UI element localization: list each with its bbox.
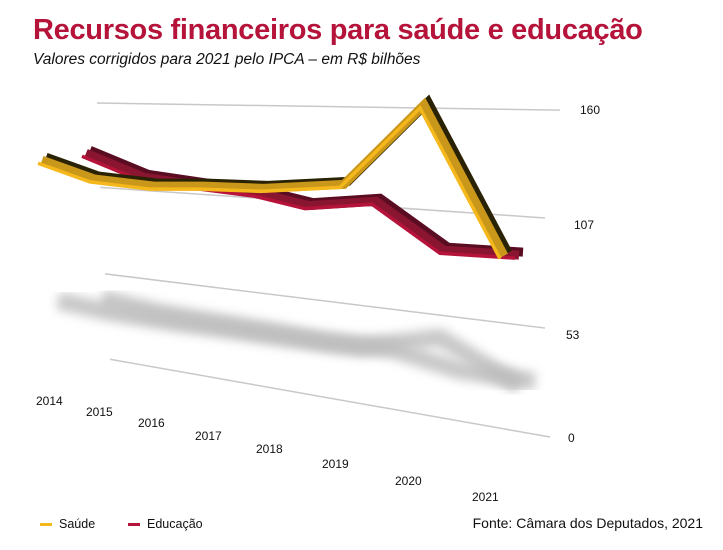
gridline xyxy=(96,102,561,111)
y-tick-label: 107 xyxy=(574,218,595,232)
legend-item-saude: Saúde xyxy=(40,517,95,531)
legend-swatch xyxy=(40,522,52,526)
gridline xyxy=(104,273,546,329)
x-tick-label: 2019 xyxy=(322,457,349,471)
x-tick-label: 2018 xyxy=(256,442,283,456)
x-tick-label: 2017 xyxy=(195,429,222,443)
legend-label: Saúde xyxy=(59,517,96,531)
x-tick-label: 2014 xyxy=(36,394,63,408)
source-note: Fonte: Câmara dos Deputados, 2021 xyxy=(472,515,703,531)
x-tick-label: 2021 xyxy=(472,490,499,504)
series-shadow xyxy=(99,290,537,391)
x-tick-label: 2020 xyxy=(395,474,422,488)
legend-label: Educação xyxy=(147,517,203,531)
y-tick-label: 160 xyxy=(580,103,601,117)
series-line-0 xyxy=(37,105,502,260)
y-tick-label: 0 xyxy=(568,431,575,445)
x-tick-label: 2016 xyxy=(138,416,165,430)
y-tick-label: 53 xyxy=(566,328,580,342)
gridline xyxy=(109,358,551,438)
chart-title: Recursos financeiros para saúde e educaç… xyxy=(33,14,643,46)
chart-subtitle: Valores corrigidos para 2021 pelo IPCA –… xyxy=(33,51,421,68)
legend-item-educacao: Educação xyxy=(128,517,203,531)
x-tick-label: 2015 xyxy=(86,405,113,419)
legend-swatch xyxy=(128,522,140,526)
